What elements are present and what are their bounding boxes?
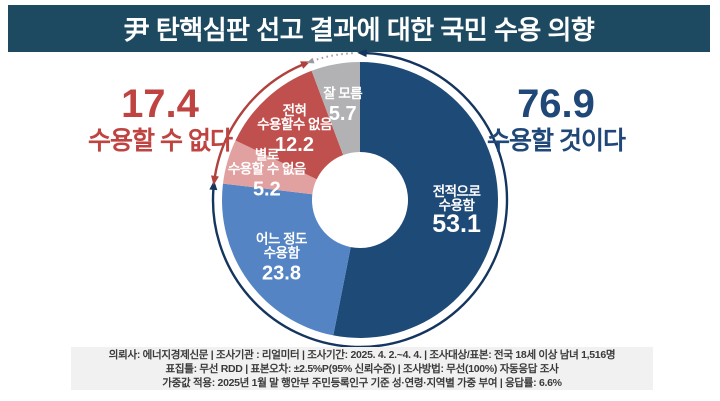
arc-arrowhead — [211, 175, 219, 186]
segment-value: 23.8 — [262, 263, 301, 285]
donut-segment-3 — [235, 70, 344, 180]
reject-percentage: 17.4 — [121, 82, 199, 126]
accept-percentage: 76.9 — [517, 82, 595, 126]
arc-arrowhead — [357, 49, 367, 58]
segment-value: 12.2 — [275, 134, 314, 156]
reject-summary: 17.4 수용할 수 없다 — [60, 82, 260, 156]
segment-label: 수용함 — [264, 245, 301, 261]
donut-segment-2 — [222, 140, 317, 195]
accept-label: 수용할 것이다 — [487, 127, 626, 155]
title-bar: 尹 탄핵심판 선고 결과에 대한 국민 수용 의향 — [8, 5, 710, 52]
accept-summary: 76.9 수용할 것이다 — [456, 82, 656, 156]
group-arc-unknown — [311, 52, 355, 62]
segment-label: 별로 — [255, 147, 280, 162]
segment-label: 수용할수 없음 — [257, 116, 332, 132]
survey-methodology: 의뢰사: 에너지경제신문 | 조사기관 : 리얼미터 | 조사기간: 2025.… — [71, 347, 653, 390]
methodology-line-2: 표집틀: 무선 RDD | 표본오차: ±2.5%P(95% 신뢰수준) | 조… — [165, 362, 559, 375]
reject-label: 수용할 수 없다 — [88, 127, 233, 155]
segment-label: 수용할 수 없음 — [228, 160, 306, 176]
group-arc-accept — [211, 51, 509, 349]
segment-label: 수용함 — [439, 197, 476, 213]
segment-value: 5.2 — [253, 178, 281, 200]
arc-arrowhead — [300, 61, 311, 69]
arc-arrowhead — [209, 180, 218, 191]
methodology-line-1: 의뢰사: 에너지경제신문 | 조사기관 : 리얼미터 | 조사기간: 2025.… — [108, 348, 616, 361]
segment-label: 전혀 — [283, 102, 307, 118]
group-arc-reject — [213, 63, 304, 178]
segment-label: 어느 정도 — [256, 231, 308, 247]
donut-segment-1 — [221, 183, 351, 336]
donut-segment-4 — [311, 62, 360, 156]
arc-arrowhead — [306, 57, 315, 64]
segment-label: 전적으로 — [433, 183, 482, 199]
methodology-line-3: 가중값 적용: 2025년 1월 말 행안부 주민등록인구 기준 성·연령·지역… — [162, 376, 562, 389]
page-title: 尹 탄핵심판 선고 결과에 대한 국민 수용 의향 — [123, 15, 595, 45]
donut-segment-0 — [333, 62, 498, 338]
segment-label: 잘 모름 — [323, 86, 363, 101]
segment-value: 53.1 — [432, 210, 481, 238]
segment-value: 5.7 — [329, 103, 357, 125]
